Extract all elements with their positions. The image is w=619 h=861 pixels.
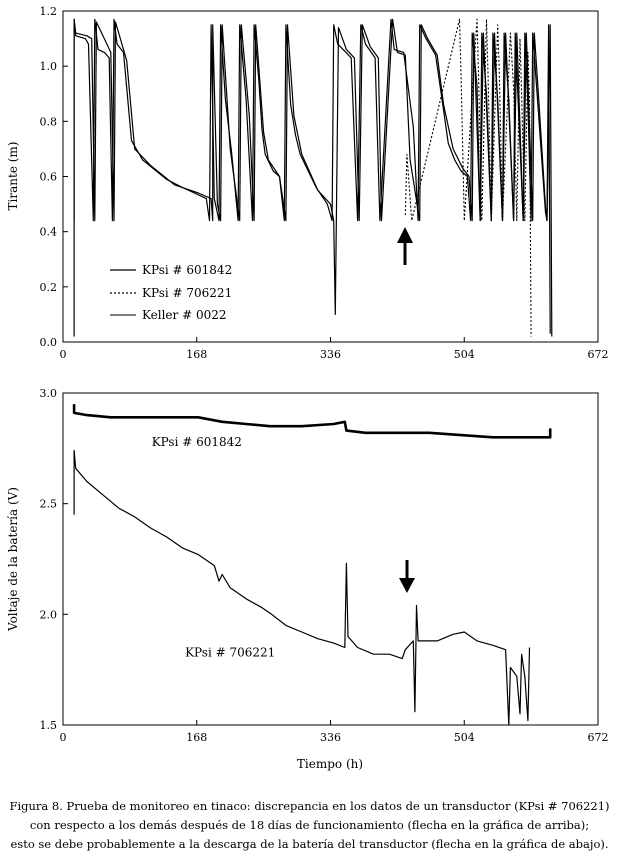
y-tick-label: 0.0	[40, 336, 58, 349]
voltage-chart-ticks: 0 168 336 504 672 1.5 2.0 2.5 3.0	[40, 387, 609, 744]
y-tick-label: 0.8	[40, 115, 58, 128]
y-tick-label: 2.0	[40, 608, 58, 621]
figure-caption: Figura 8. Prueba de monitoreo en tinaco:…	[0, 797, 619, 854]
x-tick-label: 168	[186, 731, 207, 744]
series-line-keller-0022	[73, 18, 553, 337]
caption-line-3: esto se debe probablemente a la descarga…	[10, 837, 609, 851]
x-tick-label: 504	[454, 348, 475, 361]
voltage-chart-series	[72, 404, 552, 726]
y-tick-label: 2.5	[40, 498, 58, 511]
depth-chart-arrow	[397, 227, 413, 265]
voltage-chart: 0 168 336 504 672 1.5 2.0 2.5 3.0 Voltaje de la …	[6, 387, 609, 771]
series-label-kpsi-706221: KPsi # 706221	[185, 645, 275, 659]
y-tick-label: 1.2	[40, 5, 58, 18]
x-tick-label: 0	[60, 731, 67, 744]
caption-line-1: Figura 8. Prueba de monitoreo en tinaco:…	[9, 799, 610, 813]
y-tick-label: 0.2	[40, 281, 58, 294]
voltage-chart-frame	[62, 392, 599, 726]
voltage-chart-arrow	[399, 560, 415, 593]
voltage-chart-xlabel: Tiempo (h)	[297, 757, 363, 771]
x-tick-label: 672	[588, 731, 609, 744]
y-tick-label: 0.6	[40, 171, 58, 184]
depth-chart-legend: KPsi # 601842 KPsi # 706221 Keller # 002…	[110, 263, 232, 322]
x-tick-label: 168	[186, 348, 207, 361]
x-tick-label: 336	[320, 731, 341, 744]
depth-chart: 0 168 336 504 672 0.0 0.2 0.4 0.6 0.8 1.0 1.2 Tiran…	[6, 5, 609, 361]
voltage-chart-ylabel: Voltaje de la batería (V)	[6, 487, 20, 632]
caption-line-2: con respecto a los demás después de 18 d…	[29, 818, 590, 832]
legend-label-kpsi-706221: KPsi # 706221	[142, 286, 232, 300]
y-tick-label: 1.5	[40, 719, 58, 732]
series-line-kpsi-601842	[72, 404, 552, 439]
legend-label-keller-0022: Keller # 0022	[142, 308, 226, 322]
x-tick-label: 0	[60, 348, 67, 361]
x-tick-label: 504	[454, 731, 475, 744]
depth-chart-series	[73, 18, 553, 337]
depth-chart-ylabel: Tirante (m)	[6, 142, 20, 211]
y-tick-label: 3.0	[40, 387, 58, 400]
series-label-kpsi-601842: KPsi # 601842	[152, 435, 242, 449]
series-line-kpsi-706221	[73, 449, 531, 726]
x-tick-label: 336	[320, 348, 341, 361]
y-tick-label: 0.4	[40, 226, 58, 239]
y-tick-label: 1.0	[40, 60, 58, 73]
legend-label-kpsi-601842: KPsi # 601842	[142, 263, 232, 277]
x-tick-label: 672	[588, 348, 609, 361]
depth-chart-ticks: 0 168 336 504 672 0.0 0.2 0.4 0.6 0.8 1.0 1.2	[40, 5, 609, 361]
